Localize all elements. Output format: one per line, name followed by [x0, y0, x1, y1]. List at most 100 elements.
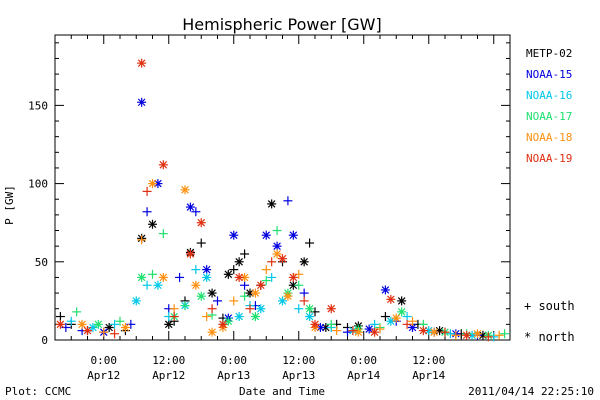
data-point-noaa-16 [191, 265, 201, 275]
data-point-noaa-17 [223, 316, 233, 326]
data-point-noaa-15 [283, 196, 293, 206]
legend-item: NOAA-15 [526, 68, 572, 81]
data-point-noaa-19 [218, 319, 228, 329]
data-point-noaa-16 [234, 312, 244, 322]
data-point-noaa-16 [110, 319, 120, 329]
data-point-noaa-15 [191, 207, 201, 217]
data-point-metp-02 [299, 257, 309, 267]
data-point-noaa-19 [299, 296, 309, 306]
y-tick-label: 0 [41, 334, 48, 347]
data-point-noaa-19 [256, 280, 266, 290]
data-point-noaa-16 [305, 312, 315, 322]
data-point-noaa-16 [256, 304, 266, 314]
x-tick-label-date: Apr14 [347, 369, 380, 382]
data-point-noaa-15 [380, 285, 390, 295]
data-point-noaa-18 [169, 304, 179, 314]
x-tick-label-date: Apr14 [412, 369, 445, 382]
data-point-noaa-17 [250, 312, 260, 322]
data-point-noaa-17 [196, 291, 206, 301]
data-point-noaa-19 [169, 312, 179, 322]
data-point-noaa-18 [202, 312, 212, 322]
data-point-noaa-19 [234, 272, 244, 282]
data-point-noaa-15 [142, 207, 152, 217]
data-point-noaa-17 [72, 307, 82, 317]
data-point-noaa-19 [440, 327, 450, 337]
x-tick-label-time: 0:00 [221, 354, 248, 367]
data-point-metp-02 [234, 257, 244, 267]
data-point-noaa-17 [115, 316, 125, 326]
data-point-noaa-18 [283, 291, 293, 301]
data-point-noaa-17 [272, 226, 282, 236]
data-point-noaa-18 [158, 272, 168, 282]
data-point-noaa-16 [267, 272, 277, 282]
data-point-noaa-17 [137, 272, 147, 282]
data-point-metp-02 [55, 312, 65, 322]
x-axis-label: Date and Time [239, 385, 325, 398]
data-point-noaa-19 [110, 329, 120, 339]
data-point-noaa-16 [402, 312, 412, 322]
data-point-noaa-18 [148, 179, 157, 189]
data-point-noaa-16 [153, 280, 163, 290]
data-point-noaa-18 [408, 316, 417, 326]
data-point-noaa-19 [370, 327, 380, 337]
footer-right: 2011/04/14 22:25:10 [468, 385, 594, 398]
data-point-noaa-19 [348, 326, 358, 336]
legend-item: NOAA-16 [526, 89, 572, 102]
x-tick-label-time: 12:00 [412, 354, 445, 367]
data-point-noaa-18 [207, 327, 217, 337]
data-point-noaa-18 [494, 330, 504, 340]
data-point-noaa-19 [386, 294, 396, 304]
y-tick-label: 150 [28, 99, 48, 112]
data-point-noaa-17 [500, 329, 510, 339]
data-point-noaa-15 [229, 230, 239, 240]
data-point-noaa-17 [158, 229, 168, 239]
footer-left: Plot: CCMC [5, 385, 71, 398]
data-point-metp-02 [305, 238, 315, 248]
data-point-noaa-19 [310, 319, 320, 329]
y-tick-label: 100 [28, 178, 48, 191]
data-point-noaa-19 [207, 304, 217, 314]
data-point-metp-02 [267, 199, 277, 209]
marker-key-item: * north [524, 330, 575, 344]
data-point-noaa-18 [451, 330, 461, 340]
data-point-noaa-15 [175, 272, 185, 282]
data-point-metp-02 [397, 296, 407, 306]
y-axis: 0 50 100 150 [28, 42, 510, 347]
legend-item: NOAA-17 [526, 110, 572, 123]
data-point-noaa-19 [278, 254, 287, 264]
data-point-noaa-15 [261, 230, 271, 240]
data-point-noaa-18 [391, 313, 401, 323]
data-point-noaa-19 [402, 319, 412, 329]
x-tick-label-time: 0:00 [91, 354, 118, 367]
data-point-noaa-15 [272, 241, 282, 251]
data-point-noaa-18 [332, 326, 342, 336]
data-point-noaa-19 [267, 257, 277, 267]
data-point-noaa-15 [185, 202, 195, 212]
data-point-noaa-17 [93, 319, 103, 329]
x-tick-label-date: Apr12 [87, 369, 120, 382]
data-point-metp-02 [164, 319, 174, 329]
x-tick-label-time: 12:00 [282, 354, 315, 367]
data-point-noaa-16 [467, 330, 477, 340]
legend-item: METP-02 [526, 47, 572, 60]
data-point-noaa-17 [148, 269, 157, 279]
data-point-noaa-17 [397, 307, 407, 317]
data-point-noaa-16 [202, 272, 212, 282]
data-point-noaa-17 [305, 304, 315, 314]
data-points [55, 58, 510, 342]
data-point-metp-02 [207, 288, 217, 298]
data-point-metp-02 [223, 269, 233, 279]
legend-item: NOAA-19 [526, 152, 572, 165]
data-point-metp-02 [229, 265, 239, 275]
data-point-metp-02 [196, 238, 206, 248]
data-point-noaa-18 [429, 327, 439, 337]
data-point-noaa-19 [158, 160, 168, 170]
y-tick-label: 50 [35, 256, 48, 269]
x-tick-label-date: Apr13 [282, 369, 315, 382]
data-point-noaa-17 [240, 291, 250, 301]
data-point-noaa-18 [473, 329, 482, 339]
data-point-noaa-15 [213, 296, 222, 306]
data-point-noaa-16 [294, 304, 304, 314]
data-point-noaa-19 [418, 326, 428, 336]
